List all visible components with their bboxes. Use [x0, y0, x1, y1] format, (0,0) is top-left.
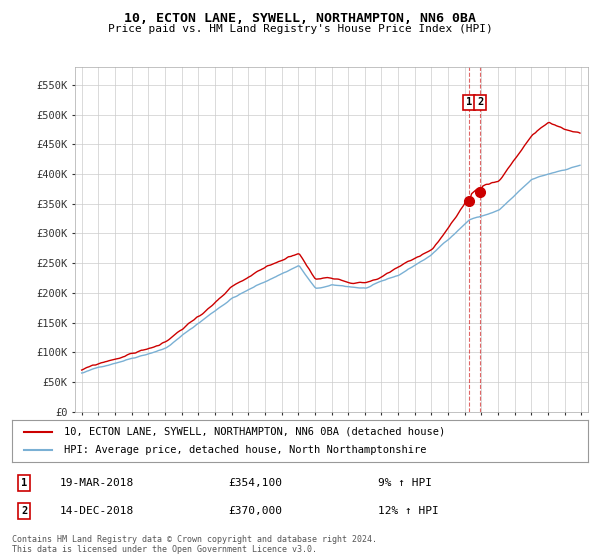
Text: 2: 2: [477, 97, 483, 108]
Text: 1: 1: [21, 478, 27, 488]
Text: 12% ↑ HPI: 12% ↑ HPI: [378, 506, 439, 516]
Text: 9% ↑ HPI: 9% ↑ HPI: [378, 478, 432, 488]
Text: 1: 1: [466, 97, 472, 108]
Text: £370,000: £370,000: [228, 506, 282, 516]
Text: Contains HM Land Registry data © Crown copyright and database right 2024.
This d: Contains HM Land Registry data © Crown c…: [12, 535, 377, 554]
Text: 19-MAR-2018: 19-MAR-2018: [60, 478, 134, 488]
Text: £354,100: £354,100: [228, 478, 282, 488]
Text: HPI: Average price, detached house, North Northamptonshire: HPI: Average price, detached house, Nort…: [64, 445, 427, 455]
Text: Price paid vs. HM Land Registry's House Price Index (HPI): Price paid vs. HM Land Registry's House …: [107, 24, 493, 34]
Text: 10, ECTON LANE, SYWELL, NORTHAMPTON, NN6 0BA (detached house): 10, ECTON LANE, SYWELL, NORTHAMPTON, NN6…: [64, 427, 445, 437]
Text: 2: 2: [21, 506, 27, 516]
Text: 10, ECTON LANE, SYWELL, NORTHAMPTON, NN6 0BA: 10, ECTON LANE, SYWELL, NORTHAMPTON, NN6…: [124, 12, 476, 25]
Text: 14-DEC-2018: 14-DEC-2018: [60, 506, 134, 516]
